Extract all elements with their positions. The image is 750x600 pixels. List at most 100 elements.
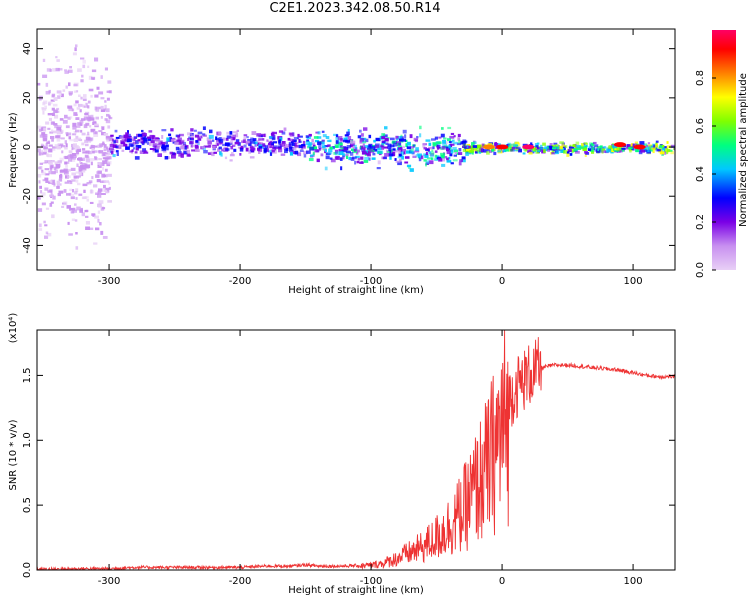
spectrogram-cell-1213	[390, 144, 395, 148]
spectrogram-cell-855	[235, 133, 239, 138]
spectrogram-cell-1209	[428, 146, 433, 150]
spectrogram-cell-1738	[476, 144, 482, 149]
spectrogram-cell-941	[289, 149, 294, 153]
spectrogram-cell-1324	[327, 144, 331, 147]
spectrogram-cell-961	[265, 145, 268, 149]
spectrogram-cell-1604	[522, 152, 526, 155]
spectrogram-cell-1240	[321, 142, 325, 147]
spectrogram-cell-480	[73, 207, 76, 211]
bottom-y-tick-label-3: 1.5	[22, 367, 33, 383]
spectrogram-hotspot-2	[633, 144, 646, 150]
spectrogram-cell-958	[277, 140, 280, 144]
spectrogram-cell-1690	[655, 146, 658, 150]
spectrogram-cell-1121	[367, 150, 371, 155]
spectrogram-cell-1795	[629, 149, 632, 153]
spectrogram-cell-956	[123, 134, 129, 139]
spectrogram-cell-1696	[533, 147, 536, 152]
spectrogram-cell-1034	[419, 133, 422, 138]
spectrogram-cell-1170	[340, 145, 343, 148]
spectrogram-cell-1218	[401, 138, 407, 142]
spectrogram-cell-575	[135, 140, 139, 144]
spectrogram-cell-82	[97, 164, 102, 168]
spectrogram-cell-63	[42, 151, 47, 155]
spectrogram-cell-879	[243, 134, 248, 137]
spectrogram-cell-27	[107, 200, 112, 203]
spectrogram-cell-196	[69, 116, 73, 119]
spectrogram-cell-830	[281, 131, 286, 135]
spectrogram-cell-339	[105, 174, 108, 178]
spectrogram-cell-967	[289, 132, 295, 137]
spectrogram-cell-394	[41, 107, 45, 110]
spectrogram-cell-1551	[652, 149, 655, 154]
spectrogram-cell-951	[225, 148, 230, 151]
spectrogram-cell-98	[37, 208, 43, 212]
spectrogram-cell-1040	[330, 158, 336, 163]
spectrogram-cell-784	[297, 152, 302, 157]
spectrogram-cell-125	[64, 114, 68, 119]
spectrogram-cell-504	[87, 100, 91, 104]
spectrogram-cell-1331	[360, 156, 364, 160]
spectrogram-cell-199	[84, 209, 88, 213]
spectrogram-cell-418	[90, 161, 93, 166]
spectrogram-cell-1001	[353, 147, 358, 151]
spectrogram-cell-1717	[493, 151, 497, 156]
spectrogram-cell-466	[103, 188, 107, 192]
spectrogram-cell-1097	[324, 145, 329, 148]
spectrogram-cell-437	[84, 196, 89, 199]
spectrogram-cell-325	[63, 169, 68, 173]
spectrogram-cell-678	[122, 139, 127, 142]
spectrogram-cell-493	[45, 231, 49, 235]
spectrogram-cell-312	[63, 201, 68, 206]
spectrogram-cell-1284	[458, 148, 462, 152]
spectrogram-cell-1513	[621, 148, 625, 152]
spectrogram-cell-664	[220, 152, 223, 157]
top-y-tick-label-1: -20	[22, 188, 33, 204]
spectrogram-cell-1715	[596, 147, 599, 151]
spectrogram-cell-832	[178, 152, 182, 157]
spectrogram-cell-1010	[353, 144, 357, 149]
spectrogram-cell-1235	[395, 160, 401, 163]
spectrogram-cell-919	[150, 140, 155, 144]
spectrogram-cell-902	[109, 143, 115, 147]
spectrogram-cell-860	[274, 146, 278, 150]
spectrogram-cell-1285	[305, 141, 310, 145]
y-multiplier-label: (x10⁴)	[8, 313, 19, 344]
spectrogram-cell-1719	[510, 148, 515, 152]
spectrogram-cell-1204	[307, 146, 310, 149]
spectrogram-cell-841	[286, 145, 291, 149]
spectrogram-cell-1482	[603, 146, 607, 149]
spectrogram-cell-640	[258, 151, 261, 154]
spectrogram-cell-313	[82, 151, 87, 154]
spectrogram-cell-321	[64, 170, 69, 175]
spectrogram-cell-413	[40, 144, 45, 148]
spectrogram-cell-391	[76, 206, 81, 211]
spectrogram-cell-1336	[307, 143, 312, 147]
spectrogram-cell-1340	[373, 140, 376, 143]
spectrogram-cell-596	[229, 131, 233, 135]
spectrogram-cell-535	[73, 175, 77, 179]
spectrogram-cell-730	[298, 140, 302, 143]
spectrogram-cell-619	[239, 153, 242, 156]
spectrogram-cell-1732	[643, 146, 646, 150]
spectrogram-cell-1251	[424, 154, 429, 159]
spectrogram-cell-36	[92, 150, 98, 153]
spectrogram-cell-1020	[314, 139, 320, 143]
top-y-axis-label: Frequency (Hz)	[8, 112, 19, 188]
spectrogram-cell-299	[45, 121, 50, 125]
spectrogram-cell-1800	[510, 143, 515, 146]
spectrogram-cell-1287	[434, 136, 438, 140]
spectrogram-cell-975	[340, 166, 343, 171]
spectrogram-cell-1061	[349, 145, 353, 148]
spectrogram-cell-382	[50, 160, 55, 163]
spectrogram-cell-912	[268, 142, 271, 146]
spectrogram-cell-1016	[364, 156, 370, 161]
spectrogram-cell-801	[139, 150, 145, 154]
spectrogram-cell-171	[72, 189, 75, 193]
spectrogram-cell-441	[66, 133, 69, 137]
spectrogram-cell-1313	[350, 157, 355, 161]
spectrogram-cell-946	[264, 133, 267, 138]
spectrogram-cell-317	[73, 103, 77, 107]
spectrogram-cell-1511	[465, 140, 468, 143]
spectrogram-cell-1531	[647, 142, 651, 145]
spectrogram-cell-331	[85, 158, 91, 163]
